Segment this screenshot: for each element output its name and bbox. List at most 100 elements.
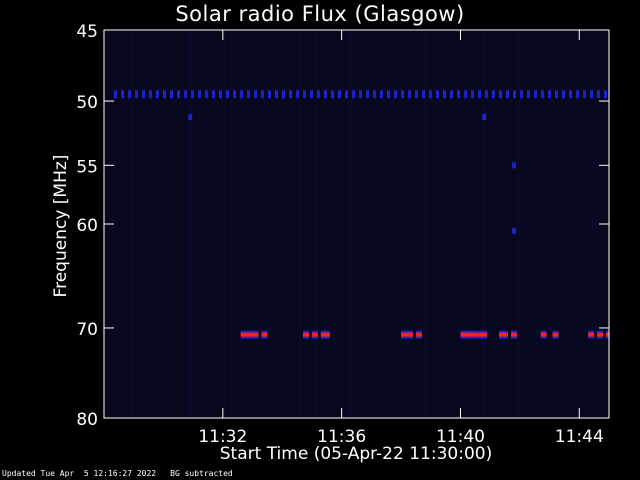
interference-segment: [320, 332, 330, 337]
interference-dash: [212, 90, 215, 99]
texture-band: [575, 30, 580, 418]
interference-dash: [163, 90, 166, 99]
interference-dash: [597, 90, 600, 99]
texture-band: [407, 30, 412, 418]
interference-segment: [478, 332, 488, 337]
interference-dash: [359, 90, 362, 99]
interference-segment: [311, 332, 318, 337]
interference-dash: [303, 90, 306, 99]
x-tick-label: 11:36: [317, 427, 366, 447]
texture-band: [154, 30, 159, 418]
interference-dash: [499, 90, 502, 99]
interference-dash: [443, 90, 446, 99]
interference-dash: [422, 90, 425, 99]
y-tick-label: 60: [76, 216, 98, 236]
texture-band: [280, 30, 285, 418]
interference-dash: [121, 90, 124, 99]
x-tick-label: 11:40: [436, 427, 485, 447]
texture-band: [196, 30, 201, 418]
interference-dash: [548, 90, 551, 99]
y-tick-label: 45: [76, 22, 98, 42]
texture-band: [205, 30, 210, 418]
interference-segment: [261, 332, 268, 337]
texture-band: [390, 30, 395, 418]
texture-band: [449, 30, 454, 418]
interference-dash: [604, 90, 607, 99]
texture-band: [423, 30, 429, 418]
interference-dash: [114, 90, 117, 99]
interference-segment: [588, 332, 595, 337]
texture-band: [120, 30, 126, 418]
y-tick-label: 50: [76, 93, 98, 113]
texture-band: [255, 30, 260, 418]
interference-dash: [177, 90, 180, 99]
interference-dash: [317, 90, 320, 99]
interference-segment: [499, 332, 508, 337]
interference-segment: [597, 332, 604, 337]
interference-segment: [460, 332, 479, 337]
interference-dash: [352, 90, 355, 99]
texture-band: [566, 30, 572, 418]
interference-dash: [254, 90, 257, 99]
interference-segment: [606, 332, 609, 337]
interference-dash: [149, 90, 152, 99]
x-axis-label: Start Time (05-Apr-22 11:30:00): [219, 444, 493, 464]
texture-band: [230, 30, 235, 418]
texture-band: [297, 30, 302, 418]
interference-dash: [569, 90, 572, 99]
texture-band: [339, 30, 344, 418]
interference-dash: [184, 90, 187, 99]
texture-band: [541, 30, 546, 418]
interference-dash: [401, 90, 404, 99]
texture-band: [524, 30, 530, 418]
interference-dash: [394, 90, 397, 99]
texture-band: [440, 30, 445, 418]
interference-dash: [198, 90, 201, 99]
plot-area: [104, 30, 609, 418]
texture-band: [112, 30, 117, 418]
y-tick-label: 80: [76, 410, 98, 430]
texture-band: [533, 30, 538, 418]
interference-dash: [219, 90, 222, 99]
texture-band: [146, 30, 151, 418]
texture-band: [398, 30, 403, 418]
interference-dash: [289, 90, 292, 99]
texture-band: [373, 30, 378, 418]
bg-note: BG subtracted: [170, 469, 233, 478]
interference-dash: [191, 90, 194, 99]
texture-band: [432, 30, 437, 418]
interference-dash: [366, 90, 369, 99]
texture-band: [289, 30, 294, 418]
interference-segment: [552, 332, 559, 337]
interference-dash: [583, 90, 586, 99]
interference-dash: [345, 90, 348, 99]
texture-band: [465, 30, 471, 418]
interference-dash: [492, 90, 495, 99]
y-tick-label: 55: [76, 157, 98, 177]
texture-band: [322, 30, 328, 418]
x-tick-label: 11:32: [198, 427, 247, 447]
y-ticks: 45 50 55 60 70 80: [76, 22, 609, 430]
texture-band: [188, 30, 193, 418]
texture-band: [129, 30, 134, 418]
texture-band: [356, 30, 361, 418]
interference-dash: [478, 90, 481, 99]
interference-segment: [240, 332, 250, 337]
texture-band: [238, 30, 243, 418]
texture-band: [381, 30, 386, 418]
signal-spot: [188, 114, 193, 121]
texture-band: [508, 30, 513, 418]
texture-band: [592, 30, 597, 418]
interference-dash: [471, 90, 474, 99]
chart-title: Solar radio Flux (Glasgow): [175, 2, 465, 26]
texture-band: [306, 30, 311, 418]
texture-band: [499, 30, 504, 418]
interference-dash: [310, 90, 313, 99]
interference-dash: [324, 90, 327, 99]
signal-spot: [511, 227, 516, 234]
y-axis-label: Frequency [MHz]: [51, 154, 71, 298]
interference-dash: [415, 90, 418, 99]
texture-band: [482, 30, 487, 418]
interference-dash: [450, 90, 453, 99]
interference-dash: [485, 90, 488, 99]
